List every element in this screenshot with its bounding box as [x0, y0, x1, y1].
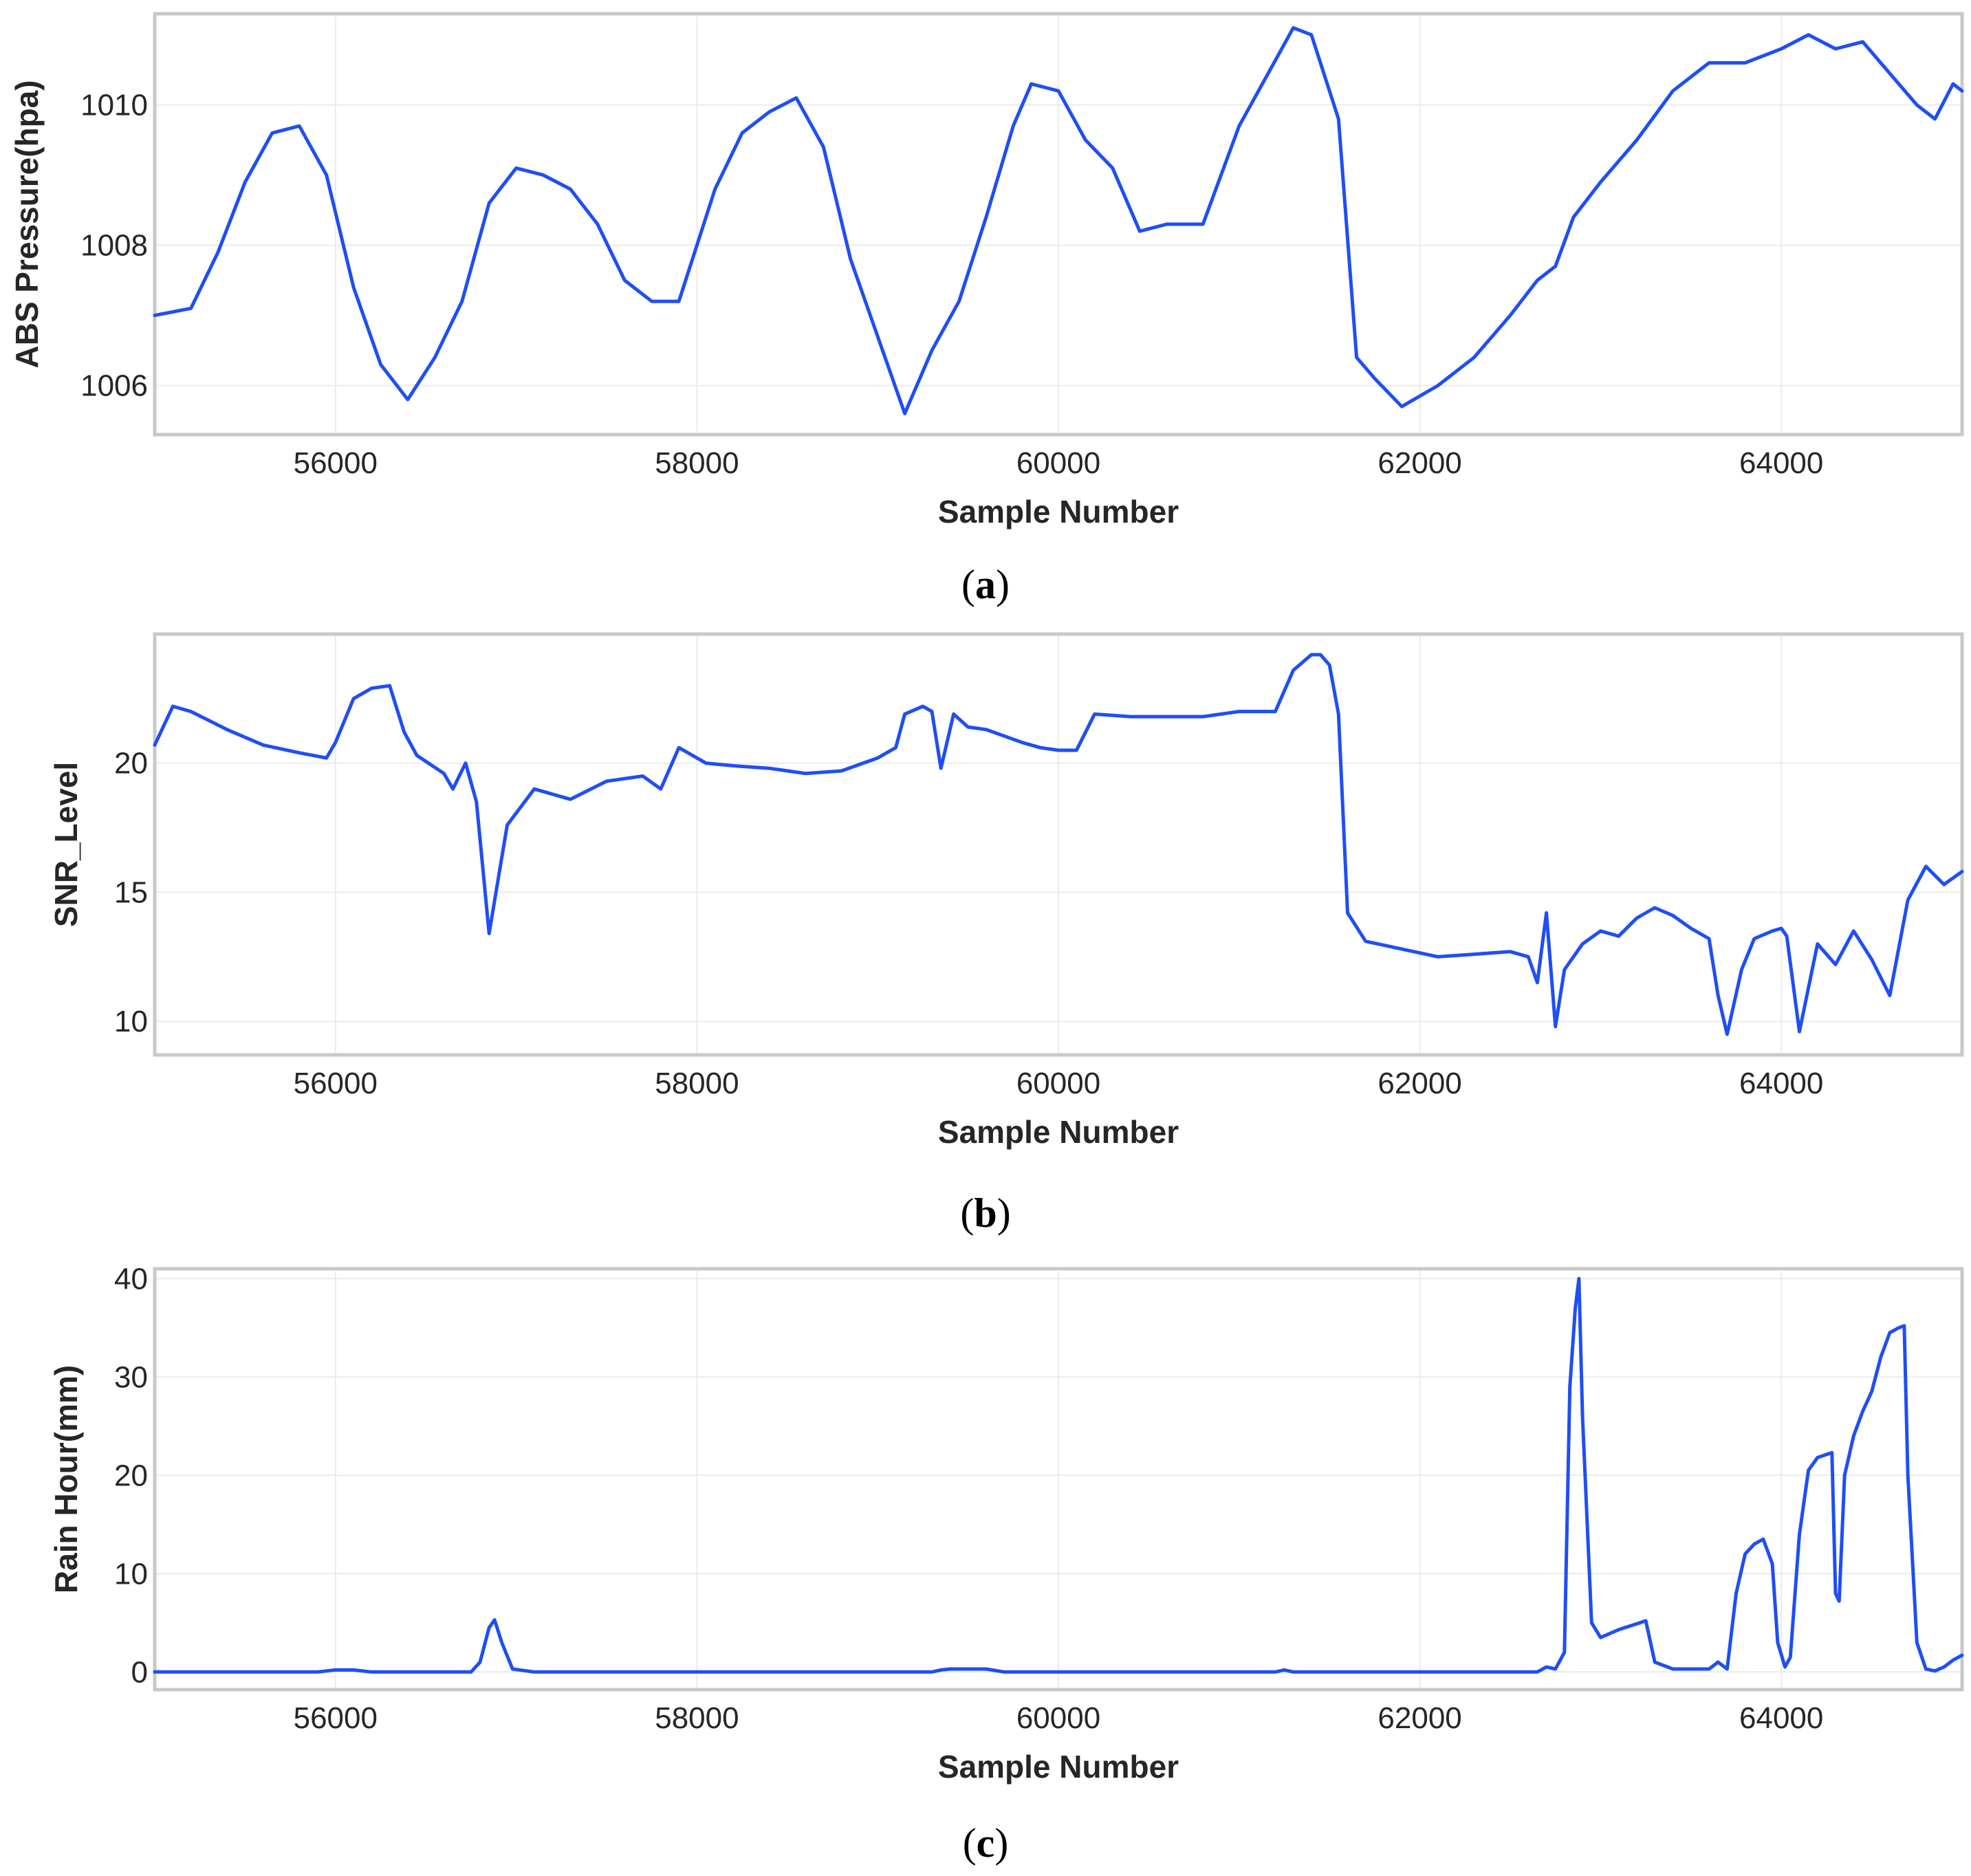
x-tick-label: 56000 [294, 446, 378, 480]
y-tick-label: 40 [114, 1262, 148, 1296]
y-tick-label: 20 [114, 1459, 148, 1492]
panel-c: 56000 58000 60000 62000 64000 0 10 20 30 40 Samp… [48, 1262, 1964, 1866]
x-tick-label: 58000 [655, 1701, 739, 1735]
x-axis-title-b: Sample Number [938, 1114, 1179, 1150]
x-axis-title-c: Sample Number [938, 1749, 1179, 1785]
xticks-c: 56000 58000 60000 62000 64000 [294, 1701, 1824, 1735]
panel-b: 56000 58000 60000 62000 64000 10 15 20 Sample … [48, 632, 1964, 1236]
grid-b [157, 636, 1960, 1053]
yticks-c: 0 10 20 30 40 [114, 1262, 148, 1689]
panel-caption-b: (b) [960, 1190, 1010, 1236]
y-axis-title-b: SNR_Level [48, 762, 84, 927]
xticks-a: 56000 58000 60000 62000 64000 [294, 446, 1824, 480]
x-tick-label: 62000 [1377, 1701, 1461, 1735]
x-tick-label: 56000 [294, 1067, 378, 1100]
yticks-b: 10 15 20 [114, 747, 148, 1038]
y-tick-label: 1010 [80, 89, 148, 122]
yticks-a: 1006 1008 1010 [80, 89, 148, 403]
xticks-b: 56000 58000 60000 62000 64000 [294, 1067, 1824, 1100]
y-axis-title-a: ABS Pressure(hpa) [9, 80, 45, 368]
y-tick-label: 0 [131, 1655, 148, 1689]
x-tick-label: 64000 [1739, 446, 1823, 480]
x-tick-label: 64000 [1739, 1701, 1823, 1735]
x-tick-label: 60000 [1016, 446, 1100, 480]
panel-caption-c: (c) [963, 1820, 1009, 1866]
y-tick-label: 15 [114, 875, 148, 909]
x-tick-label: 56000 [294, 1701, 378, 1735]
y-tick-label: 10 [114, 1005, 148, 1038]
series-line-snr-level [153, 653, 1964, 1036]
x-tick-label: 62000 [1377, 1067, 1461, 1100]
grid-a [157, 16, 1960, 433]
panel-caption-a: (a) [961, 562, 1010, 607]
x-tick-label: 58000 [655, 1067, 739, 1100]
x-tick-label: 62000 [1377, 446, 1461, 480]
y-tick-label: 20 [114, 747, 148, 781]
x-tick-label: 60000 [1016, 1067, 1100, 1100]
y-tick-label: 10 [114, 1557, 148, 1591]
x-tick-label: 64000 [1739, 1067, 1823, 1100]
x-tick-label: 58000 [655, 446, 739, 480]
y-axis-title-c: Rain Hour(mm) [48, 1365, 84, 1593]
x-axis-title-a: Sample Number [938, 494, 1179, 530]
y-tick-label: 1008 [80, 229, 148, 263]
panel-caption-letter-b: b [974, 1190, 997, 1236]
panel-caption-letter-a: a [975, 562, 996, 607]
panel-a: 56000 58000 60000 62000 64000 1006 1008 1010 S… [9, 12, 1964, 607]
y-tick-label: 1006 [80, 369, 148, 403]
panel-caption-letter-c: c [977, 1820, 995, 1866]
x-tick-label: 60000 [1016, 1701, 1100, 1735]
series-line-abs-pressure [153, 25, 1964, 415]
series-line-rain-hour [153, 1276, 1964, 1674]
y-tick-label: 30 [114, 1360, 148, 1394]
